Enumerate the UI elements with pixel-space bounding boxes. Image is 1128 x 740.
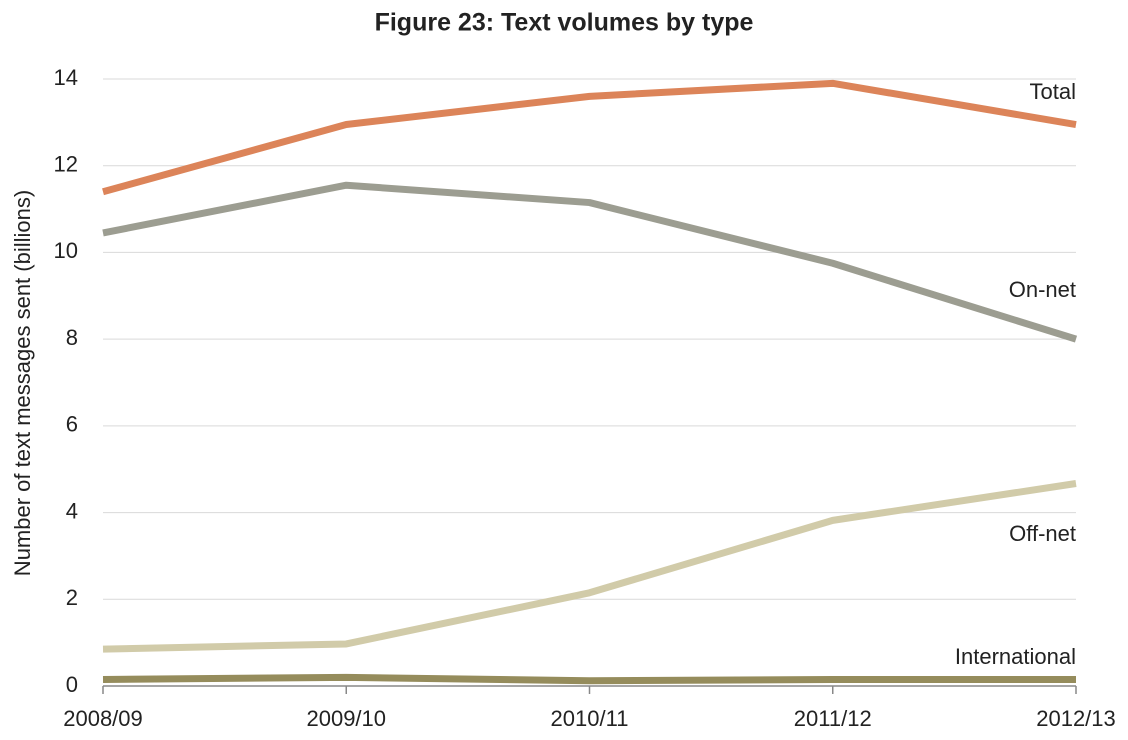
chart-title: Figure 23: Text volumes by type	[375, 9, 754, 37]
series-line	[102, 480, 1077, 653]
y-tick-label: 14	[54, 65, 78, 90]
y-tick-label: 2	[66, 585, 78, 610]
y-tick-label: 8	[66, 325, 78, 350]
x-tick-label: 2012/13	[1036, 706, 1116, 731]
series-label: International	[955, 644, 1076, 669]
y-tick-label: 12	[54, 152, 78, 177]
series-line	[102, 181, 1078, 343]
series-line	[102, 79, 1077, 196]
x-tick-label: 2008/09	[63, 706, 143, 731]
x-tick-label: 2009/10	[306, 706, 386, 731]
series-line	[102, 673, 1076, 685]
y-tick-label: 6	[66, 412, 78, 437]
series-label: Off-net	[1009, 521, 1076, 546]
x-tick-label: 2010/11	[551, 706, 629, 731]
y-tick-label: 10	[54, 238, 78, 263]
series-label: On-net	[1009, 277, 1076, 302]
x-tick-label: 2011/12	[794, 706, 872, 731]
y-tick-label: 4	[66, 498, 78, 523]
y-tick-label: 0	[66, 672, 78, 697]
series-label: Total	[1030, 79, 1076, 104]
y-axis-title: Number of text messages sent (billions)	[10, 190, 35, 576]
